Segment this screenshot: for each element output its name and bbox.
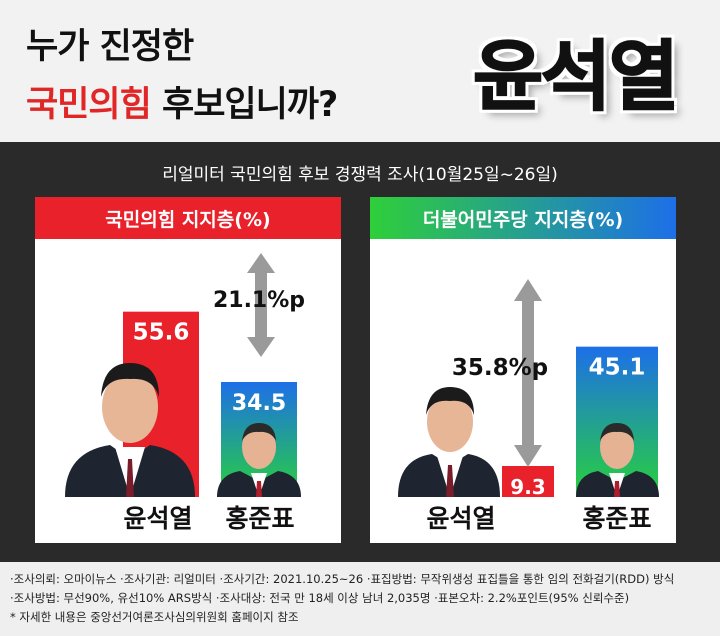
gap-arrow-left	[247, 253, 275, 357]
value-label-yoon: 9.3	[510, 475, 545, 499]
chart-svg-right: 9.3 45.1 35.8%p	[398, 279, 659, 499]
hong-photo	[576, 423, 659, 497]
footnote-2: ·조사방법: 무선90%, 유선10% ARS방식 ·조사대상: 전국 만 18…	[10, 591, 630, 605]
gap-label-left: 21.1%p	[213, 288, 305, 313]
bar-hong	[576, 346, 658, 497]
value-label-hong: 34.5	[232, 391, 286, 416]
bar-yoon	[502, 466, 554, 497]
hong-photo	[217, 423, 301, 497]
header: 누가 진정한 국민의힘 후보입니까? 윤석열	[0, 0, 720, 142]
headline-line2: 국민의힘 후보입니까?	[26, 76, 338, 127]
footnote-1: ·조사의뢰: 오마이뉴스 ·조사기관: 리얼미터 ·조사기간: 2021.10.…	[10, 572, 675, 586]
survey-subtitle: 리얼미터 국민의힘 후보 경쟁력 조사(10월25일~26일)	[162, 165, 558, 185]
value-label-hong: 45.1	[589, 355, 646, 381]
chart-svg-left: 55.6 34.5 21.1%p	[65, 253, 305, 497]
party-name: 국민의힘	[26, 85, 152, 125]
panel-dp-supporters: 더불어민주당 지지층(%) 9.3 45.1 35.8%p	[370, 197, 676, 543]
candidate-label-yoon: 윤석열	[426, 504, 496, 533]
candidate-label-yoon: 윤석열	[123, 504, 193, 533]
panel-title: 더불어민주당 지지층(%)	[370, 197, 676, 239]
panel-title: 국민의힘 지지층(%)	[35, 197, 341, 239]
yoon-photo	[65, 363, 195, 497]
answer-name: 윤석열	[472, 31, 680, 122]
footnote-3: * 자세한 내용은 중앙선거여론조사심의위원회 홈페이지 참조	[10, 610, 299, 624]
headline-line1: 누가 진정한	[26, 27, 194, 67]
gap-arrow-right	[514, 279, 542, 467]
candidate-label-hong: 홍준표	[225, 504, 295, 533]
panel-ppp-supporters: 국민의힘 지지층(%) 55.6 34.5 21.1%p	[35, 197, 341, 543]
candidate-label-hong: 홍준표	[582, 504, 652, 533]
yoon-photo	[398, 387, 500, 497]
value-label-yoon: 55.6	[133, 320, 190, 346]
headline-question: 후보입니까?	[150, 85, 338, 125]
gap-label-right: 35.8%p	[452, 355, 548, 381]
